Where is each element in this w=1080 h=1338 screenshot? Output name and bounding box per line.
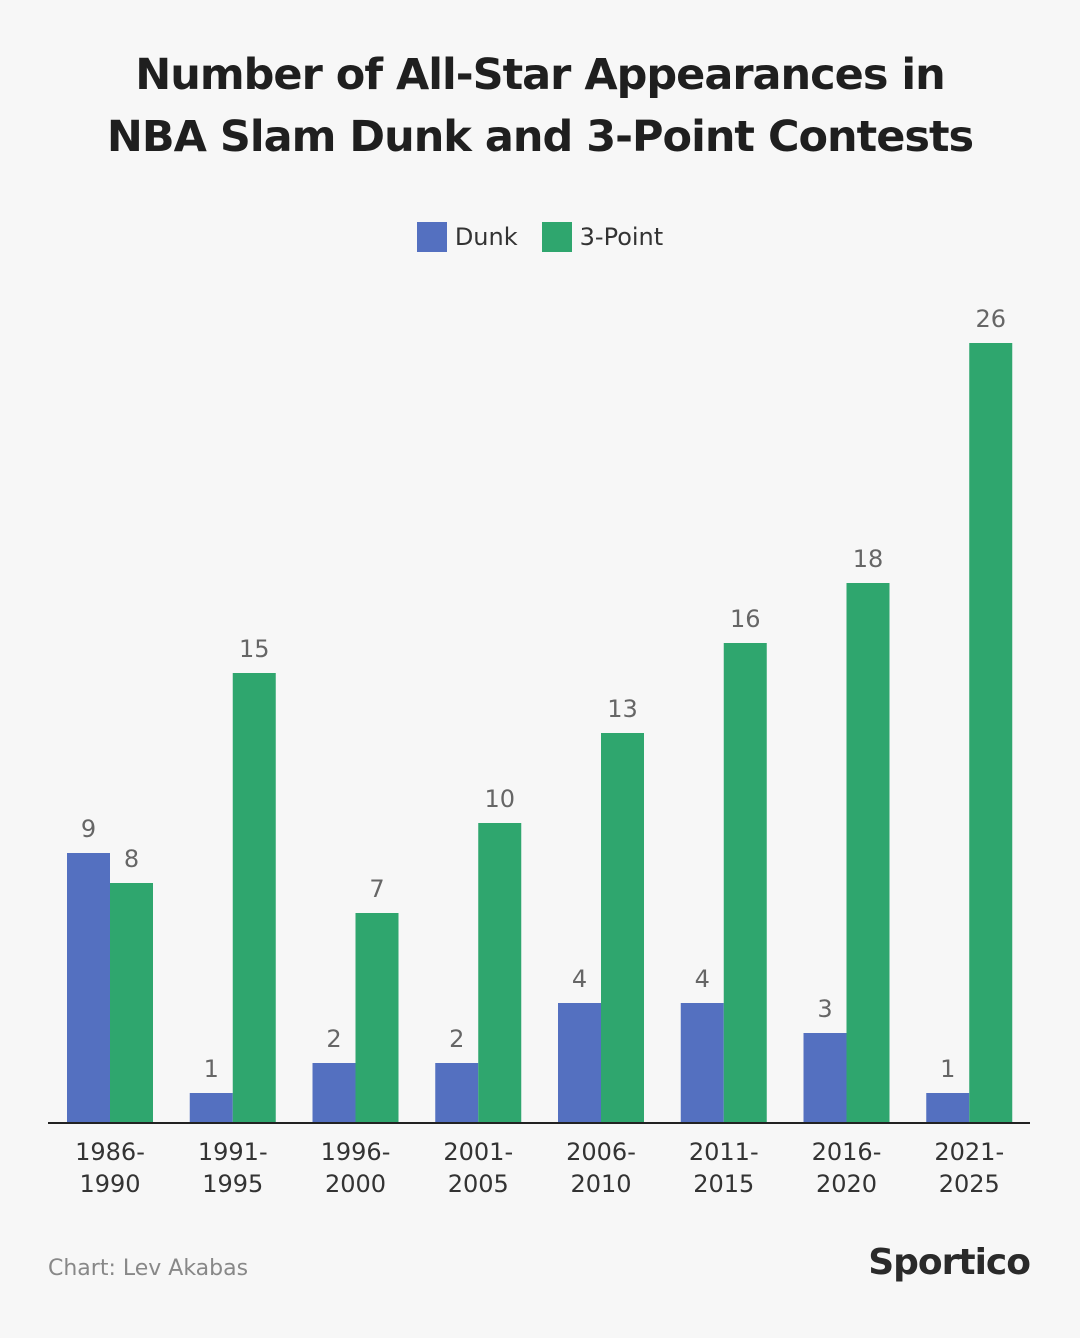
legend-swatch-3-point	[541, 222, 572, 252]
brand-logo: Sportico	[868, 1242, 1031, 1283]
data-label-3-point-1: 8	[124, 845, 139, 873]
data-label-3-point-8: 26	[975, 305, 1006, 333]
bar-3-point-1	[110, 883, 153, 1123]
bar-dunk-3	[312, 1063, 356, 1123]
x-tick-label-5-line-1: 2006-	[566, 1138, 636, 1166]
bar-3-point-2	[232, 673, 276, 1123]
x-tick-label-2-line-2: 1995	[202, 1170, 263, 1198]
x-tick-label-8-line-2: 2025	[939, 1170, 1000, 1198]
bar-dunk-2	[189, 1093, 233, 1123]
chart-title-line-2: NBA Slam Dunk and 3-Point Contests	[106, 112, 974, 162]
x-tick-label-3-line-2: 2000	[325, 1170, 386, 1198]
data-label-3-point-7: 18	[853, 545, 884, 573]
x-tick-label-7-line-1: 2016-	[812, 1138, 882, 1166]
bar-3-point-8	[969, 343, 1013, 1123]
bar-dunk-6	[680, 1003, 724, 1123]
x-tick-label-7-line-2: 2020	[816, 1170, 877, 1198]
data-label-3-point-2: 15	[239, 635, 270, 663]
data-label-dunk-7: 3	[817, 995, 832, 1023]
chart-title: Number of All-Star Appearances in NBA Sl…	[0, 44, 1080, 168]
x-tick-label-6-line-1: 2011-	[689, 1138, 759, 1166]
data-label-dunk-4: 2	[449, 1025, 464, 1053]
x-tick-label-5-line-2: 2010	[570, 1170, 631, 1198]
bar-dunk-4	[435, 1063, 479, 1123]
data-label-3-point-4: 10	[484, 785, 515, 813]
bar-3-point-6	[723, 643, 767, 1123]
x-tick-label-4-line-1: 2001-	[443, 1138, 513, 1166]
x-tick-label-8-line-1: 2021-	[934, 1138, 1004, 1166]
chart-legend: Dunk 3-Point	[0, 222, 1080, 252]
legend-label-dunk: Dunk	[454, 223, 518, 251]
data-label-dunk-6: 4	[695, 965, 710, 993]
bar-dunk-8	[926, 1093, 970, 1123]
bar-dunk-7	[803, 1033, 847, 1123]
bar-dunk-1	[67, 853, 110, 1123]
data-label-dunk-5: 4	[572, 965, 587, 993]
legend-label-3-point: 3-Point	[579, 223, 664, 251]
data-label-dunk-1: 9	[81, 815, 96, 843]
bar-3-point-4	[478, 823, 522, 1123]
x-tick-label-3-line-1: 1996-	[321, 1138, 391, 1166]
x-tick-label-2-line-1: 1991-	[198, 1138, 268, 1166]
data-label-3-point-3: 7	[369, 875, 384, 903]
data-label-dunk-3: 2	[326, 1025, 341, 1053]
data-label-dunk-8: 1	[940, 1055, 955, 1083]
bar-3-point-5	[601, 733, 644, 1123]
x-tick-label-6-line-2: 2015	[693, 1170, 754, 1198]
legend-item-3-point: 3-Point	[541, 222, 664, 252]
legend-item-dunk: Dunk	[416, 222, 518, 252]
chart-credit: Chart: Lev Akabas	[48, 1256, 249, 1281]
data-label-3-point-6: 16	[730, 605, 761, 633]
bar-3-point-7	[846, 583, 890, 1123]
data-label-3-point-5: 13	[607, 695, 638, 723]
data-label-dunk-2: 1	[204, 1055, 219, 1083]
x-tick-label-1-line-2: 1990	[79, 1170, 140, 1198]
bar-dunk-5	[558, 1003, 601, 1123]
chart-title-line-1: Number of All-Star Appearances in	[135, 50, 946, 100]
x-tick-label-1-line-1: 1986-	[75, 1138, 145, 1166]
bar-3-point-3	[355, 913, 399, 1123]
legend-swatch-dunk	[416, 222, 447, 252]
x-tick-label-4-line-2: 2005	[448, 1170, 509, 1198]
